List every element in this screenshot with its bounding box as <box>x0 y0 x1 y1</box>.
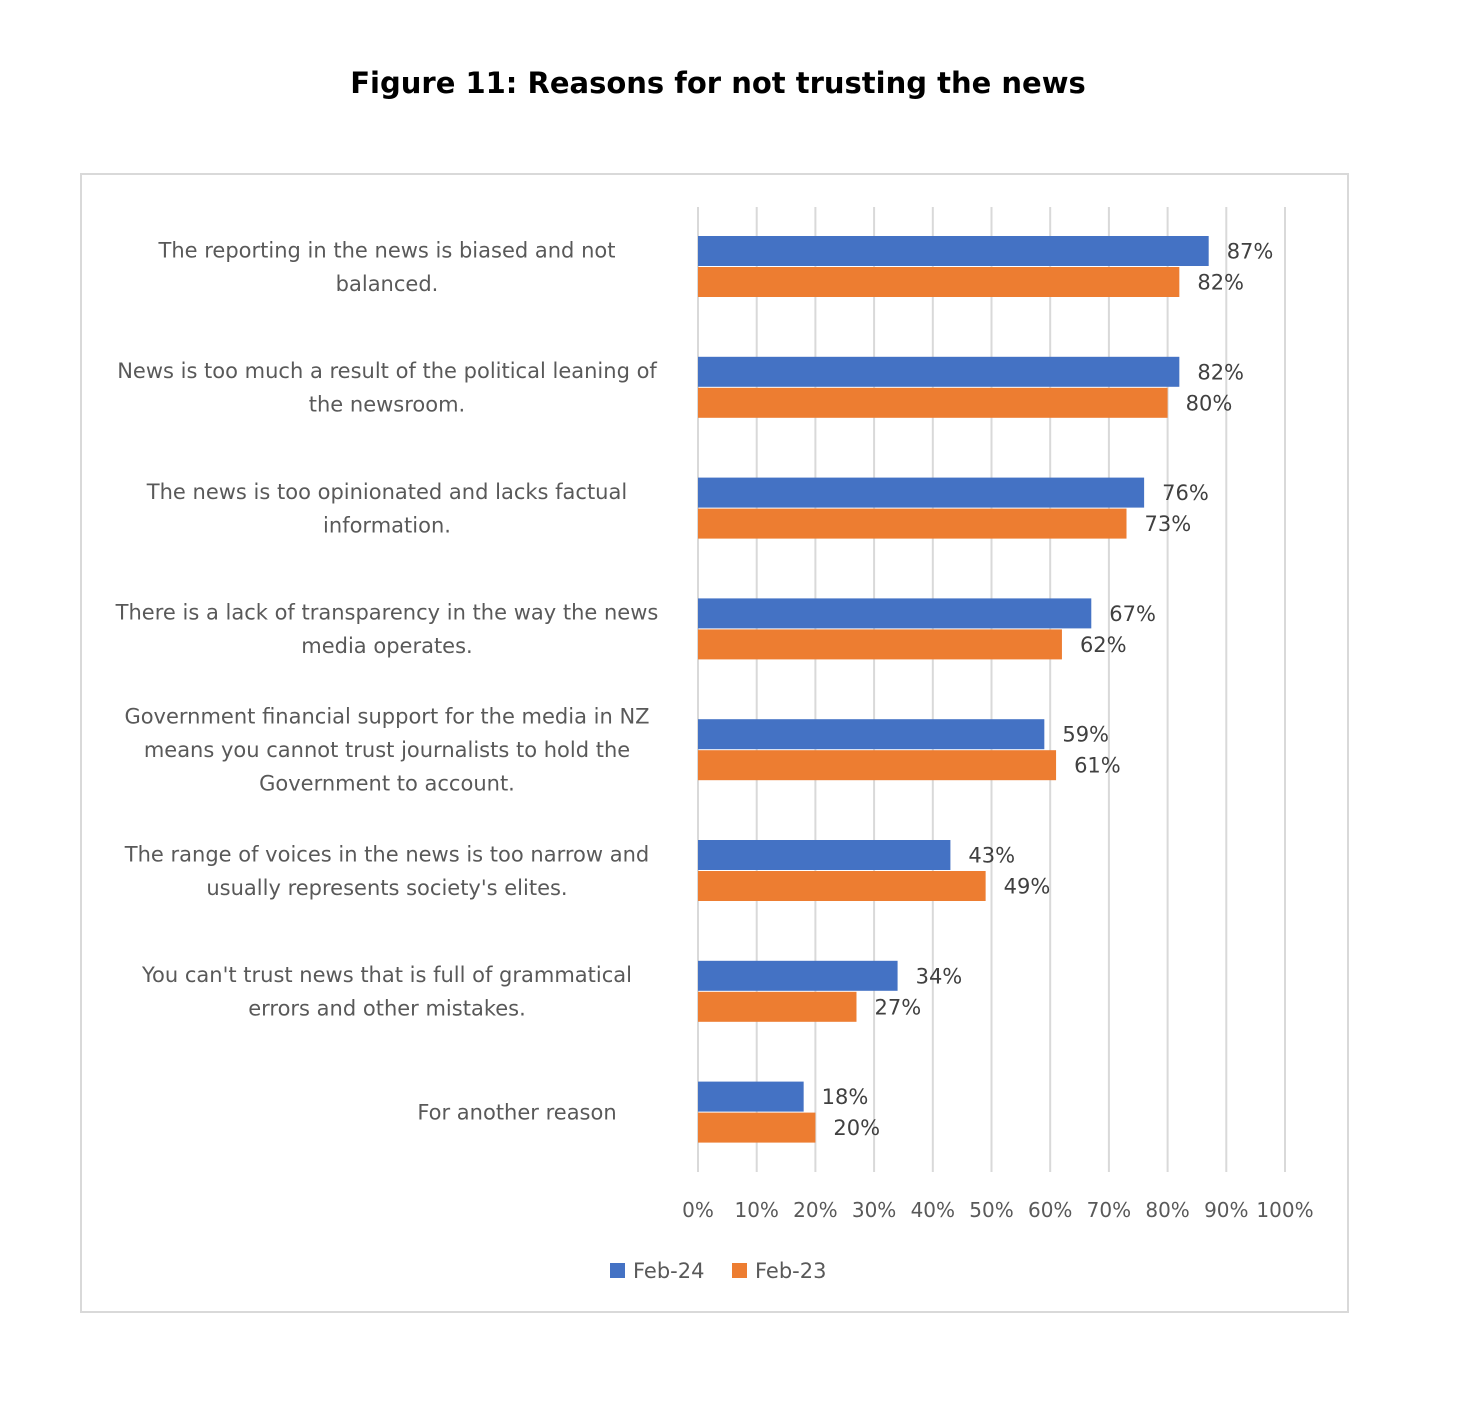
x-tick-label: 20% <box>793 1198 837 1222</box>
bar <box>698 598 1092 629</box>
bar <box>698 719 1045 750</box>
x-tick-label: 30% <box>852 1198 896 1222</box>
data-label: 67% <box>1109 602 1156 626</box>
bar <box>698 1081 804 1112</box>
data-label: 82% <box>1197 271 1244 295</box>
legend-swatch <box>610 1263 625 1278</box>
x-tick-label: 50% <box>969 1198 1013 1222</box>
category-label: means you cannot trust journalists to ho… <box>144 738 630 762</box>
bar <box>698 960 898 991</box>
bar <box>698 629 1062 660</box>
x-tick-label: 90% <box>1204 1198 1248 1222</box>
x-tick-label: 10% <box>734 1198 778 1222</box>
bar <box>698 1112 816 1143</box>
category-label: errors and other mistakes. <box>248 997 526 1021</box>
bar <box>698 236 1209 266</box>
category-label: the newsroom. <box>309 393 466 417</box>
category-label: usually represents society's elites. <box>206 876 567 900</box>
category-label: media operates. <box>301 634 472 658</box>
category-label: The news is too opinionated and lacks fa… <box>146 480 627 504</box>
category-label: For another reason <box>417 1101 616 1125</box>
data-label: 49% <box>1004 875 1051 899</box>
x-tick-label: 40% <box>911 1198 955 1222</box>
x-tick-label: 0% <box>682 1198 714 1222</box>
data-label: 87% <box>1227 240 1274 264</box>
bar <box>698 871 986 901</box>
category-label: balanced. <box>336 272 439 296</box>
x-tick-label: 80% <box>1145 1198 1189 1222</box>
data-label: 43% <box>968 844 1015 868</box>
data-label: 59% <box>1062 723 1109 747</box>
legend-label: Feb-24 <box>633 1259 704 1283</box>
category-label: You can't trust news that is full of gra… <box>141 963 632 987</box>
data-label: 82% <box>1197 360 1244 384</box>
x-tick-label: 100% <box>1256 1198 1313 1222</box>
data-label: 18% <box>822 1085 869 1109</box>
category-label: Government to account. <box>259 772 515 796</box>
chart-title: Figure 11: Reasons for not trusting the … <box>350 66 1086 100</box>
legend-label: Feb-23 <box>755 1259 826 1283</box>
category-label: There is a lack of transparency in the w… <box>115 601 659 625</box>
x-tick-label: 60% <box>1028 1198 1072 1222</box>
data-label: 20% <box>833 1116 880 1140</box>
data-label: 62% <box>1080 633 1127 657</box>
bar <box>698 477 1145 508</box>
bar <box>698 991 857 1022</box>
legend-swatch <box>732 1263 747 1278</box>
bar <box>698 356 1180 387</box>
data-label: 76% <box>1162 481 1209 505</box>
bar <box>698 508 1127 539</box>
bar <box>698 840 951 870</box>
category-label: The range of voices in the news is too n… <box>124 842 649 866</box>
bar <box>698 267 1180 297</box>
bar <box>698 750 1057 781</box>
data-label: 34% <box>916 964 963 988</box>
category-label: The reporting in the news is biased and … <box>158 238 616 262</box>
category-label: Government financial support for the med… <box>124 705 649 729</box>
data-label: 80% <box>1186 391 1233 415</box>
data-label: 61% <box>1074 754 1121 778</box>
category-label: information. <box>323 513 451 537</box>
bar <box>698 387 1168 418</box>
x-tick-label: 70% <box>1087 1198 1131 1222</box>
category-label: News is too much a result of the politic… <box>117 359 657 383</box>
chart-frame <box>80 173 1349 1313</box>
data-label: 73% <box>1145 512 1192 536</box>
data-label: 27% <box>874 995 921 1019</box>
